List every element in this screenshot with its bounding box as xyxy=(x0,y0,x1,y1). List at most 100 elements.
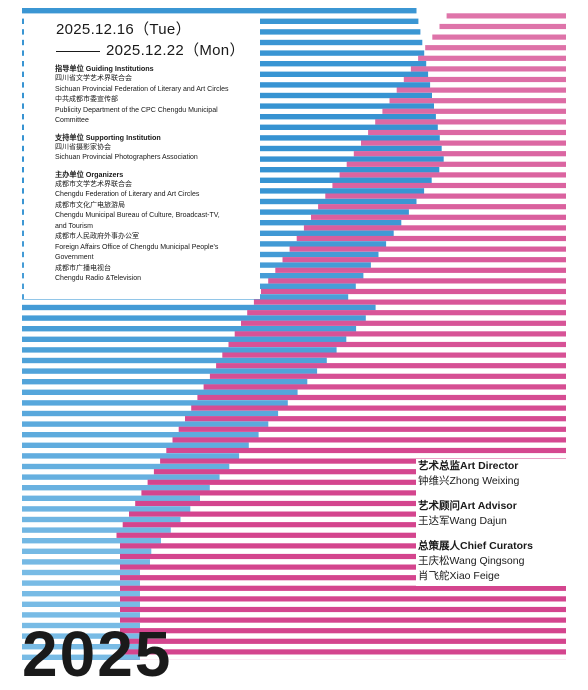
blue-stripe xyxy=(22,411,278,416)
credit-line: Chengdu Municipal Bureau of Culture, Bro… xyxy=(55,211,260,222)
blue-stripe xyxy=(22,602,140,607)
blue-stripe xyxy=(22,390,298,395)
blue-stripe xyxy=(22,559,150,564)
pink-stripe xyxy=(166,448,566,453)
credit-line: and Tourism xyxy=(55,222,260,233)
pink-stripe xyxy=(332,183,566,188)
blue-stripe xyxy=(22,570,140,575)
blue-stripe xyxy=(22,464,229,469)
blue-stripe xyxy=(22,453,239,458)
pink-stripe xyxy=(235,331,566,336)
credit-line: Sichuan Provincial Photographers Associa… xyxy=(55,153,260,164)
credit-line: Government xyxy=(55,253,260,264)
blue-stripe xyxy=(22,337,346,342)
blue-stripe xyxy=(22,358,327,363)
blue-stripe xyxy=(22,517,181,522)
blue-stripe xyxy=(22,347,337,352)
pink-stripe xyxy=(197,395,566,400)
pink-stripe xyxy=(268,278,566,283)
credit-line: 成都市文学艺术界联合会 xyxy=(55,180,260,191)
pink-stripe xyxy=(368,130,566,135)
blue-stripe xyxy=(22,432,259,437)
blue-stripe xyxy=(22,8,417,13)
credit-heading: 主办单位 Organizers xyxy=(55,170,260,180)
pink-stripe xyxy=(120,607,566,612)
credit-heading: 指导单位 Guiding Institutions xyxy=(55,64,260,74)
pink-stripe xyxy=(354,151,566,156)
art-advisor-block: 艺术顾问Art Advisor 王达军Wang Dajun xyxy=(418,499,578,529)
credit-line: 中共成都市委宣传部 xyxy=(55,95,260,106)
blue-stripe xyxy=(22,315,366,320)
pink-stripe xyxy=(283,257,567,262)
pink-stripe xyxy=(254,300,566,305)
staff-panel: 艺术总监Art Director 钟维兴Zhong Weixing 艺术顾问Ar… xyxy=(416,459,574,586)
pink-stripe xyxy=(311,215,566,220)
pink-stripe xyxy=(447,13,566,18)
staff-name: 肖飞舵Xiao Feige xyxy=(418,569,578,584)
blue-stripe xyxy=(22,485,210,490)
blue-stripe xyxy=(22,506,190,511)
pink-stripe xyxy=(404,77,566,82)
pink-stripe xyxy=(210,374,566,379)
blue-stripe xyxy=(22,400,288,405)
pink-stripe xyxy=(340,172,566,177)
staff-name: 钟维兴Zhong Weixing xyxy=(418,474,578,489)
pink-stripe xyxy=(304,225,566,230)
blue-stripe xyxy=(22,368,317,373)
credit-line: 四川省摄影家协会 xyxy=(55,143,260,154)
credit-line: Chengdu Radio &Television xyxy=(55,274,260,285)
info-panel: 2025.12.16（Tue） 2025.12.22（Mon） 指导单位 Gui… xyxy=(24,14,260,299)
staff-role: 总策展人Chief Curators xyxy=(418,539,578,554)
blue-stripe xyxy=(22,580,140,585)
pink-stripe xyxy=(361,141,566,146)
big-year: 2025 xyxy=(22,622,172,686)
blue-stripe xyxy=(22,326,356,331)
pink-stripe xyxy=(375,119,566,124)
pink-stripe xyxy=(120,586,566,591)
pink-stripe xyxy=(229,342,567,347)
chief-curators-block: 总策展人Chief Curators 王庆松Wang Qingsong 肖飞舵X… xyxy=(418,539,578,584)
blue-stripe xyxy=(22,379,307,384)
staff-role: 艺术顾问Art Advisor xyxy=(418,499,578,514)
blue-stripe xyxy=(22,591,140,596)
blue-stripe xyxy=(22,538,161,543)
blue-stripe xyxy=(22,474,220,479)
credit-line: Committee xyxy=(55,116,260,127)
pink-stripe xyxy=(204,384,566,389)
pink-stripe xyxy=(440,24,567,29)
pink-stripe xyxy=(191,406,566,411)
pink-stripe xyxy=(120,639,566,644)
blue-stripe xyxy=(22,527,171,532)
blue-stripe xyxy=(22,612,140,617)
pink-stripe xyxy=(382,109,566,114)
blue-stripe xyxy=(22,549,151,554)
pink-stripe xyxy=(390,98,567,103)
credit-line: 成都市文化广电旅游局 xyxy=(55,201,260,212)
blue-stripe xyxy=(22,305,376,310)
pink-stripe xyxy=(297,236,566,241)
credit-line: Publicity Department of the CPC Chengdu … xyxy=(55,106,260,117)
credit-line: Chengdu Federation of Literary and Art C… xyxy=(55,190,260,201)
pink-stripe xyxy=(325,194,566,199)
pink-stripe xyxy=(275,268,566,273)
staff-name: 王庆松Wang Qingsong xyxy=(418,554,578,569)
end-date-text: 2025.12.22（Mon） xyxy=(106,42,245,59)
end-date: 2025.12.22（Mon） xyxy=(56,39,245,60)
pink-stripe xyxy=(318,204,566,209)
start-date: 2025.12.16（Tue） xyxy=(56,18,191,39)
staff-role: 艺术总监Art Director xyxy=(418,459,578,474)
credit-line: Foreign Affairs Office of Chengdu Munici… xyxy=(55,243,260,254)
pink-stripe xyxy=(185,416,566,421)
credit-line: 成都市广播电视台 xyxy=(55,264,260,275)
blue-stripe xyxy=(22,421,268,426)
pink-stripe xyxy=(222,353,566,358)
pink-stripe xyxy=(432,35,566,40)
art-director-block: 艺术总监Art Director 钟维兴Zhong Weixing xyxy=(418,459,578,489)
pink-stripe xyxy=(120,649,566,654)
credit-heading: 支持单位 Supporting Institution xyxy=(55,133,260,143)
pink-stripe xyxy=(247,310,566,315)
